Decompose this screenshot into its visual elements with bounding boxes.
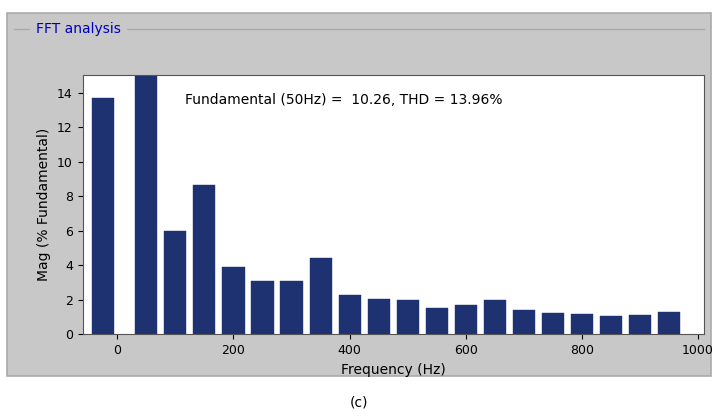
Y-axis label: Mag (% Fundamental): Mag (% Fundamental)	[37, 128, 52, 281]
Bar	[368, 299, 390, 334]
Bar	[396, 300, 419, 334]
Bar	[164, 231, 187, 334]
Bar	[426, 308, 447, 334]
Text: Fundamental (50Hz) =  10.26, THD = 13.96%: Fundamental (50Hz) = 10.26, THD = 13.96%	[185, 93, 502, 107]
Bar	[136, 0, 157, 334]
Bar	[484, 300, 505, 334]
Bar	[513, 310, 535, 334]
Bar	[223, 267, 245, 334]
Bar	[193, 185, 215, 334]
Bar	[541, 313, 564, 334]
Bar	[658, 312, 680, 334]
Bar	[571, 314, 593, 334]
Bar	[251, 281, 274, 334]
Bar	[629, 314, 651, 334]
Bar	[92, 98, 114, 334]
Bar	[600, 316, 622, 334]
Bar	[454, 305, 477, 334]
Bar	[309, 258, 332, 334]
X-axis label: Frequency (Hz): Frequency (Hz)	[341, 363, 445, 377]
Bar	[281, 281, 302, 334]
Text: (c): (c)	[350, 396, 368, 410]
Text: FFT analysis: FFT analysis	[36, 22, 121, 36]
Bar	[339, 295, 360, 334]
